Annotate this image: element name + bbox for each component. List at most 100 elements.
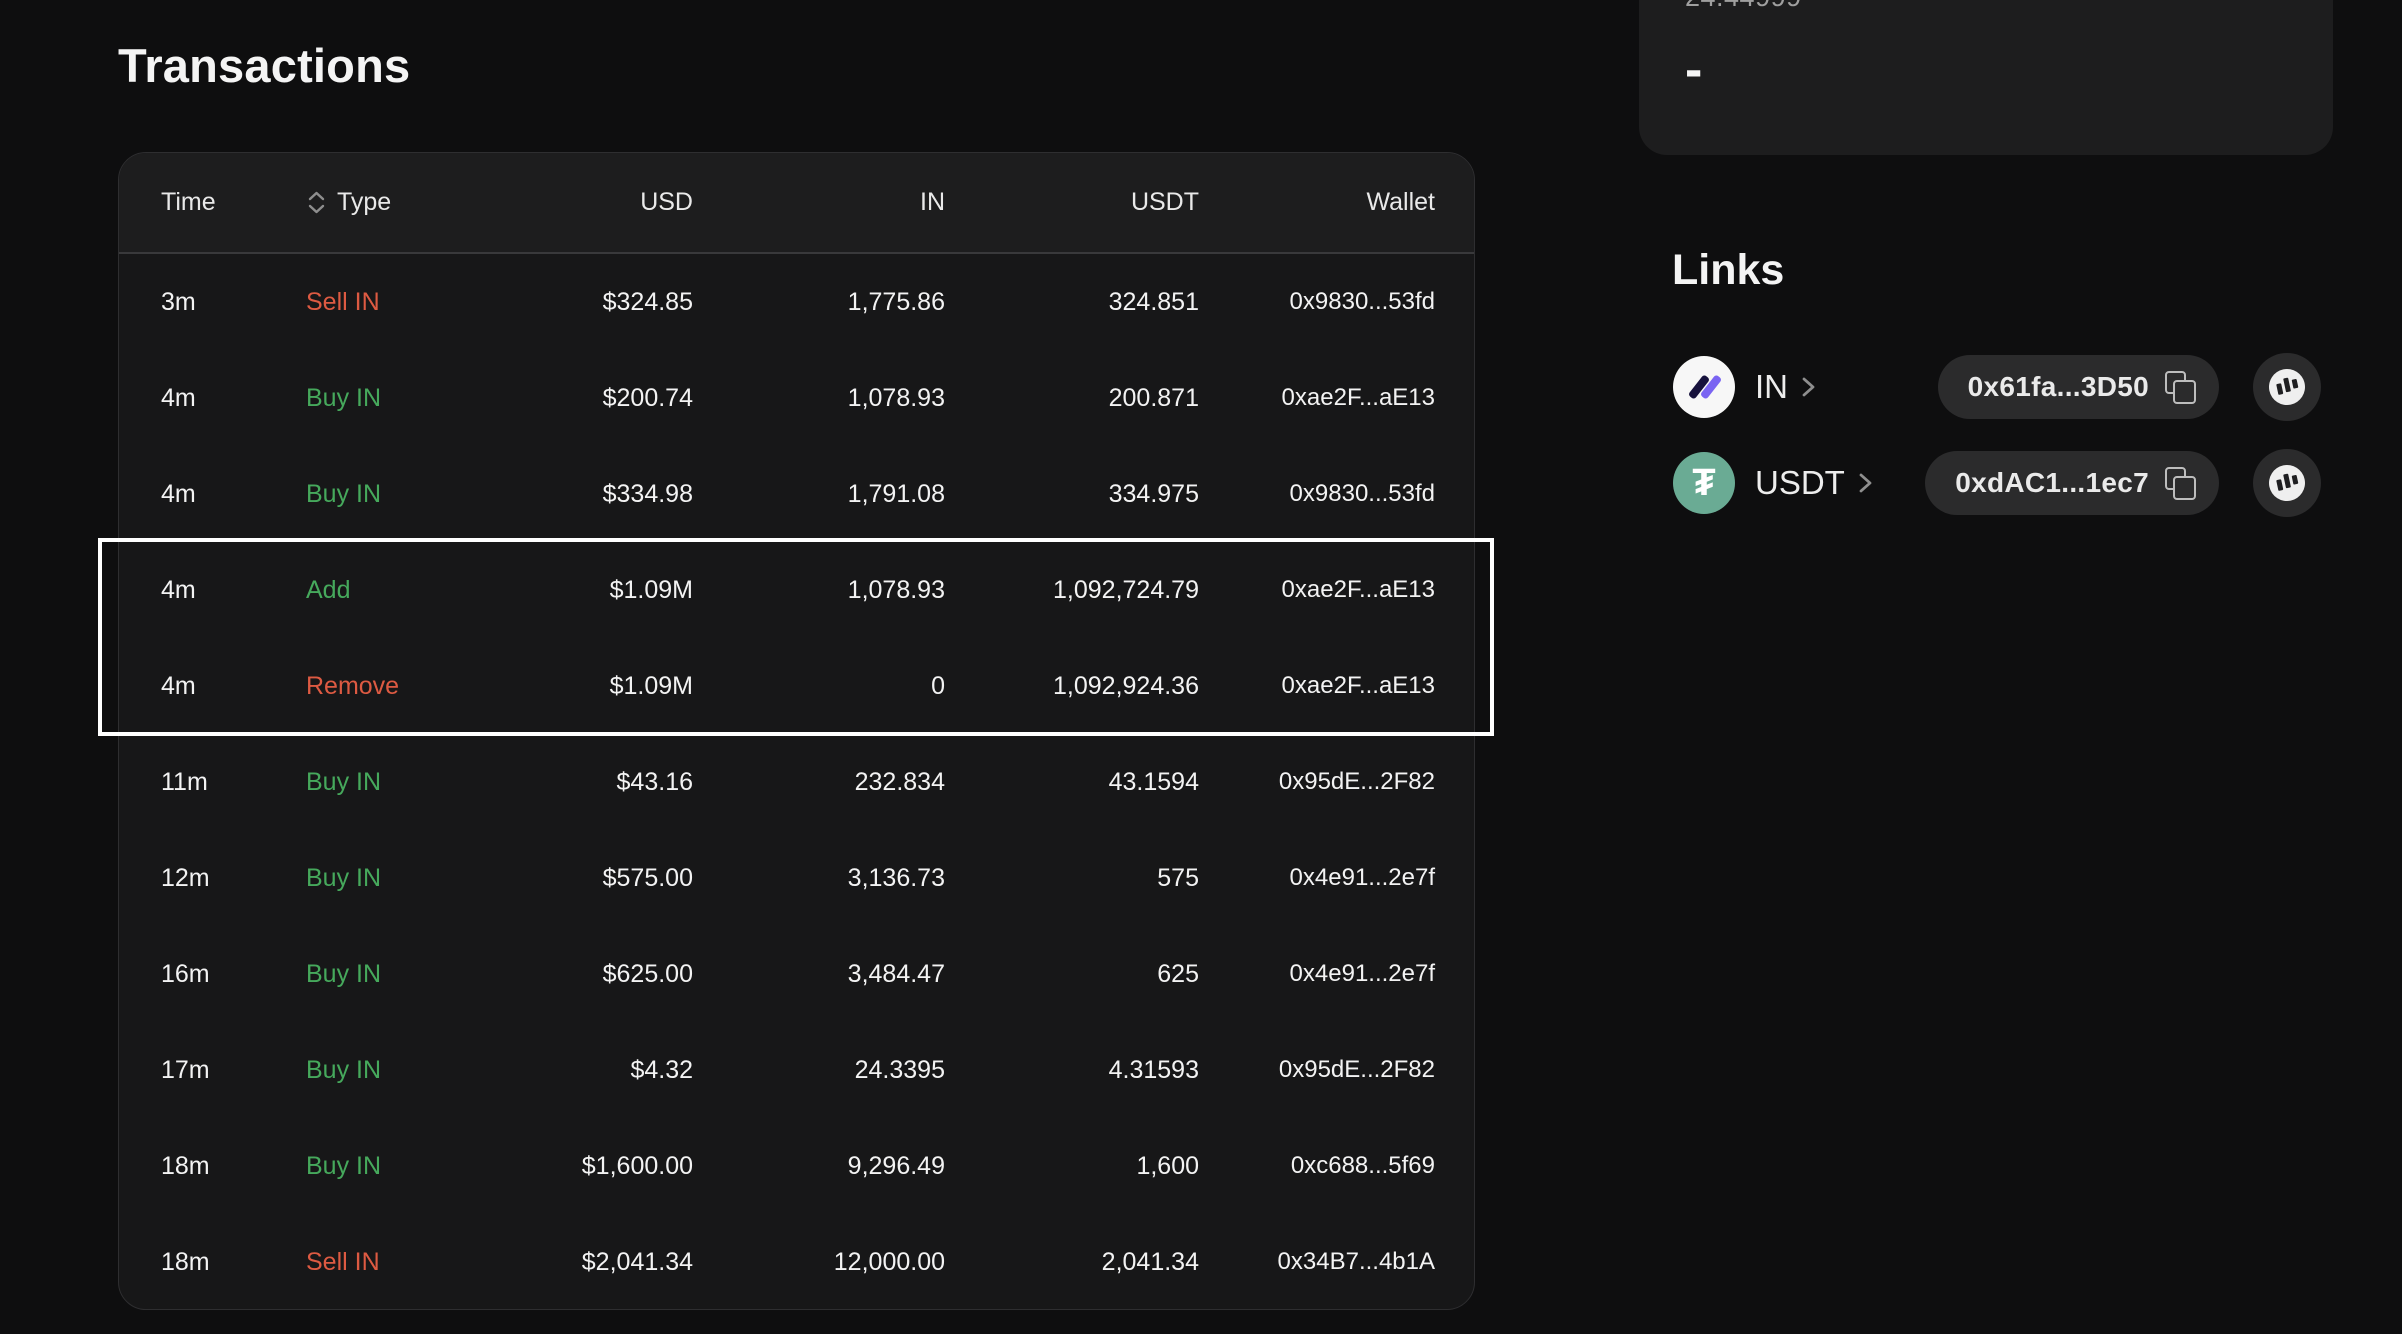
- links-list: IN 0x61fa...3D50 ₮ USDT 0xdAC1...1ec7: [1673, 352, 2321, 544]
- page-title: Transactions: [118, 39, 411, 92]
- table-row[interactable]: 4m Buy IN $200.74 1,078.93 200.871 0xae2…: [119, 350, 1474, 446]
- cell-usdt: 1,092,924.36: [1053, 671, 1199, 700]
- column-header-in: IN: [693, 188, 945, 217]
- explorer-button[interactable]: [2253, 449, 2321, 517]
- cell-wallet[interactable]: 0x9830...53fd: [1289, 288, 1435, 315]
- cell-usd: $1.09M: [609, 575, 693, 604]
- cell-usdt: 43.1594: [1108, 767, 1199, 796]
- address-pill[interactable]: 0xdAC1...1ec7: [1925, 451, 2219, 515]
- cell-usd: $2,041.34: [581, 1247, 693, 1276]
- chevron-right-icon[interactable]: [1800, 374, 1817, 400]
- table-row-highlighted[interactable]: 4m Add $1.09M 1,078.93 1,092,724.79 0xae…: [119, 542, 1474, 638]
- cell-type: Sell IN: [306, 1247, 380, 1276]
- links-heading: Links: [1672, 246, 1785, 294]
- cell-in: 9,296.49: [847, 1151, 945, 1180]
- table-row[interactable]: 12m Buy IN $575.00 3,136.73 575 0x4e91..…: [119, 830, 1474, 926]
- column-header-time: Time: [161, 188, 306, 217]
- cell-time: 4m: [161, 479, 196, 508]
- column-header-label: Type: [337, 188, 392, 216]
- cell-in: 1,078.93: [847, 575, 945, 604]
- cell-wallet[interactable]: 0xae2F...aE13: [1281, 384, 1435, 411]
- column-header-label: USDT: [1130, 188, 1199, 216]
- cell-usd: $200.74: [602, 383, 693, 412]
- column-header-wallet: Wallet: [1199, 188, 1435, 217]
- cell-usdt: 334.975: [1108, 479, 1199, 508]
- cell-type: Buy IN: [306, 383, 382, 412]
- cell-type: Buy IN: [306, 1055, 382, 1084]
- column-header-type[interactable]: Type: [306, 188, 518, 217]
- cell-time: 11m: [161, 767, 208, 796]
- address-text: 0x61fa...3D50: [1967, 371, 2149, 402]
- cell-wallet[interactable]: 0xc688...5f69: [1290, 1152, 1435, 1179]
- table-row-highlighted[interactable]: 4m Remove $1.09M 0 1,092,924.36 0xae2F..…: [119, 638, 1474, 734]
- chevron-right-icon[interactable]: [1857, 470, 1874, 496]
- cell-in: 0: [931, 671, 945, 700]
- link-row-in: IN 0x61fa...3D50: [1673, 352, 2321, 422]
- cell-wallet[interactable]: 0x4e91...2e7f: [1289, 864, 1435, 891]
- cell-usd: $324.85: [602, 287, 693, 316]
- cell-in: 1,775.86: [847, 287, 945, 316]
- sort-icon[interactable]: [306, 189, 327, 216]
- cell-usdt: 4.31593: [1108, 1055, 1199, 1084]
- table-row[interactable]: 18m Sell IN $2,041.34 12,000.00 2,041.34…: [119, 1214, 1474, 1309]
- column-header-usd: USD: [518, 188, 693, 217]
- cell-time: 4m: [161, 671, 196, 700]
- cell-usd: $575.00: [602, 863, 693, 892]
- cell-type: Buy IN: [306, 959, 382, 988]
- cell-type: Remove: [306, 671, 400, 700]
- cell-in: 1,791.08: [847, 479, 945, 508]
- cell-in: 3,136.73: [847, 863, 945, 892]
- stats-clipped-value: 24.44999: [1685, 0, 1802, 13]
- table-row[interactable]: 17m Buy IN $4.32 24.3395 4.31593 0x95dE.…: [119, 1022, 1474, 1118]
- cell-type: Buy IN: [306, 1151, 382, 1180]
- cell-usdt: 2,041.34: [1101, 1247, 1199, 1276]
- cell-time: 3m: [161, 287, 196, 316]
- cell-usdt: 625: [1157, 959, 1199, 988]
- token-label[interactable]: USDT: [1755, 464, 1845, 501]
- stats-empty-value: -: [1685, 41, 1703, 99]
- cell-wallet[interactable]: 0x4e91...2e7f: [1289, 960, 1435, 987]
- etherscan-icon: [2265, 365, 2309, 409]
- cell-wallet[interactable]: 0xae2F...aE13: [1281, 576, 1435, 603]
- copy-icon[interactable]: [2165, 371, 2196, 404]
- column-header-usdt: USDT: [945, 188, 1199, 217]
- cell-usd: $625.00: [602, 959, 693, 988]
- table-row[interactable]: 18m Buy IN $1,600.00 9,296.49 1,600 0xc6…: [119, 1118, 1474, 1214]
- cell-wallet[interactable]: 0x9830...53fd: [1289, 480, 1435, 507]
- link-row-usdt: ₮ USDT 0xdAC1...1ec7: [1673, 448, 2321, 518]
- table-row[interactable]: 11m Buy IN $43.16 232.834 43.1594 0x95dE…: [119, 734, 1474, 830]
- cell-wallet[interactable]: 0x95dE...2F82: [1278, 768, 1435, 795]
- cell-time: 4m: [161, 575, 196, 604]
- cell-type: Buy IN: [306, 767, 382, 796]
- cell-time: 12m: [161, 863, 210, 892]
- cell-usdt: 324.851: [1108, 287, 1199, 316]
- cell-time: 16m: [161, 959, 210, 988]
- cell-type: Add: [306, 575, 351, 604]
- table-row[interactable]: 16m Buy IN $625.00 3,484.47 625 0x4e91..…: [119, 926, 1474, 1022]
- cell-in: 24.3395: [854, 1055, 945, 1084]
- cell-type: Buy IN: [306, 479, 382, 508]
- table-row[interactable]: 3m Sell IN $324.85 1,775.86 324.851 0x98…: [119, 254, 1474, 350]
- cell-in: 3,484.47: [847, 959, 945, 988]
- cell-usdt: 1,092,724.79: [1053, 575, 1199, 604]
- cell-time: 18m: [161, 1247, 210, 1276]
- address-pill[interactable]: 0x61fa...3D50: [1937, 355, 2219, 419]
- cell-usd: $334.98: [602, 479, 693, 508]
- explorer-button[interactable]: [2253, 353, 2321, 421]
- cell-wallet[interactable]: 0x34B7...4b1A: [1277, 1248, 1435, 1275]
- column-header-label: Wallet: [1366, 188, 1435, 216]
- transactions-card: Time Type USD IN USDT Wallet 3m Sell IN …: [118, 152, 1475, 1310]
- table-row[interactable]: 4m Buy IN $334.98 1,791.08 334.975 0x983…: [119, 446, 1474, 542]
- cell-wallet[interactable]: 0xae2F...aE13: [1281, 672, 1435, 699]
- token-label[interactable]: IN: [1755, 368, 1788, 405]
- cell-usdt: 1,600: [1136, 1151, 1199, 1180]
- token-logo-in-icon: [1673, 356, 1735, 418]
- cell-usdt: 575: [1157, 863, 1199, 892]
- cell-wallet[interactable]: 0x95dE...2F82: [1278, 1056, 1435, 1083]
- cell-time: 17m: [161, 1055, 210, 1084]
- cell-usd: $43.16: [616, 767, 693, 796]
- column-header-label: Time: [161, 188, 216, 216]
- cell-in: 12,000.00: [833, 1247, 945, 1276]
- copy-icon[interactable]: [2165, 467, 2196, 500]
- cell-type: Sell IN: [306, 287, 380, 316]
